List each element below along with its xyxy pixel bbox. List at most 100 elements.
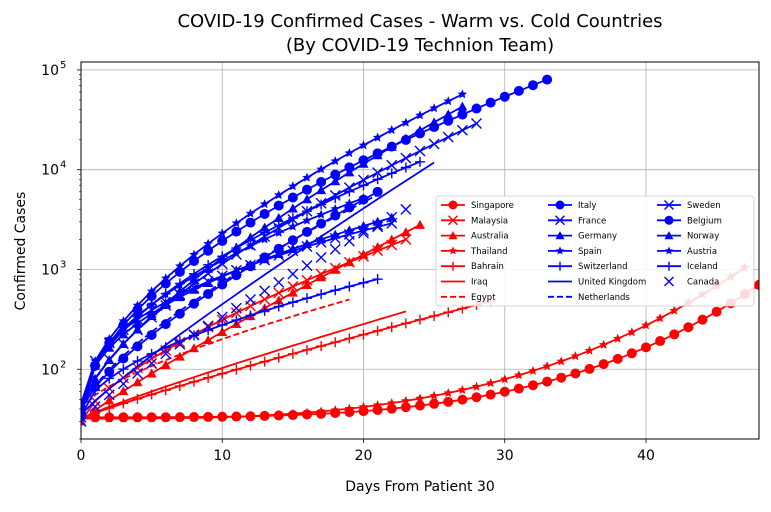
marker-star: [259, 410, 270, 420]
marker-circle: [429, 398, 440, 409]
marker-star: [302, 407, 312, 417]
marker-circle: [485, 389, 496, 400]
marker-plus: [386, 168, 397, 179]
legend-entry: Iraq: [441, 278, 488, 288]
marker-circle: [273, 243, 284, 254]
marker-triangle: [217, 271, 228, 281]
marker-x: [343, 235, 355, 247]
marker-triangle: [104, 355, 115, 365]
y-tick-exponent: 5: [60, 60, 66, 71]
marker-circle: [542, 74, 553, 85]
marker-triangle: [302, 194, 312, 204]
marker-star: [175, 280, 185, 290]
marker-triangle: [358, 221, 369, 231]
marker-star: [231, 411, 242, 421]
marker-circle: [754, 279, 759, 290]
marker-plus: [302, 293, 312, 304]
marker-circle: [203, 245, 214, 256]
marker-plus: [429, 310, 440, 321]
marker-plus: [217, 368, 228, 379]
marker-star: [457, 89, 468, 99]
marker-circle: [443, 396, 454, 407]
y-tick-label: 10: [41, 63, 59, 79]
marker-x: [287, 268, 299, 280]
marker-plus: [231, 315, 242, 326]
marker-circle: [287, 192, 298, 203]
marker-plus: [555, 261, 565, 271]
marker-triangle: [287, 203, 298, 213]
series-iraq: [81, 310, 407, 420]
marker-x: [386, 211, 398, 223]
marker-triangle: [386, 141, 397, 151]
marker-x: [146, 357, 158, 369]
marker-triangle: [302, 239, 312, 249]
marker-plus: [259, 305, 270, 316]
marker-star: [401, 117, 411, 127]
marker-triangle: [245, 259, 256, 269]
marker-circle: [118, 353, 129, 364]
marker-circle: [457, 109, 468, 120]
marker-star: [570, 351, 581, 361]
legend-entry: Norway: [657, 231, 719, 242]
marker-star: [132, 310, 143, 320]
marker-triangle: [555, 231, 565, 240]
y-tick-exponent: 2: [60, 359, 66, 370]
marker-star: [514, 370, 524, 380]
marker-star: [231, 248, 242, 258]
marker-triangle: [664, 231, 674, 240]
marker-star: [203, 412, 213, 422]
marker-circle: [513, 85, 524, 96]
marker-circle: [448, 200, 458, 210]
marker-triangle: [132, 377, 143, 387]
marker-star: [556, 356, 567, 366]
marker-triangle: [273, 248, 284, 258]
marker-triangle: [118, 329, 129, 339]
marker-star: [443, 96, 454, 106]
legend-label: Iceland: [687, 262, 718, 272]
marker-triangle: [118, 386, 129, 396]
marker-star: [358, 193, 369, 203]
marker-star: [330, 156, 341, 166]
marker-star: [485, 378, 496, 388]
marker-circle: [669, 329, 680, 340]
marker-triangle: [316, 272, 327, 282]
marker-triangle: [132, 318, 143, 328]
series-line: [81, 93, 463, 405]
series-line: [81, 278, 378, 417]
marker-circle: [302, 184, 312, 195]
marker-plus: [203, 372, 214, 383]
marker-star: [175, 261, 185, 271]
marker-triangle: [330, 264, 341, 274]
legend-label: Bahrain: [471, 262, 504, 272]
marker-star: [259, 234, 270, 244]
marker-x: [245, 293, 256, 305]
marker-x: [273, 276, 285, 288]
marker-star: [189, 412, 199, 422]
series-netherlands: [81, 194, 379, 412]
marker-plus: [245, 360, 256, 371]
x-axis-label: Days From Patient 30: [345, 479, 495, 495]
marker-star: [448, 246, 458, 255]
marker-star: [259, 199, 270, 209]
marker-x: [132, 367, 143, 379]
marker-star: [429, 103, 439, 113]
marker-star: [273, 409, 284, 419]
marker-triangle: [132, 324, 143, 334]
marker-triangle: [273, 212, 284, 222]
marker-circle: [358, 406, 369, 417]
legend-entry: Austria: [657, 246, 717, 257]
marker-x: [230, 302, 242, 314]
x-tick-label: 10: [213, 448, 231, 464]
marker-x: [259, 293, 271, 305]
marker-circle: [302, 226, 312, 237]
marker-star: [372, 400, 383, 410]
legend-label: Canada: [687, 278, 719, 288]
marker-plus: [302, 344, 312, 355]
marker-plus: [316, 199, 327, 210]
legend-label: Germany: [578, 232, 617, 242]
marker-x: [160, 348, 172, 360]
marker-star: [217, 228, 228, 238]
marker-plus: [330, 337, 341, 348]
marker-star: [104, 413, 115, 423]
